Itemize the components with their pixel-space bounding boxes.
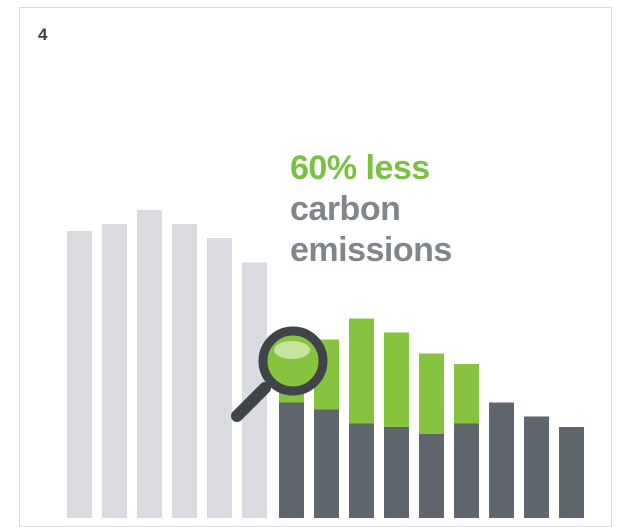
infographic-card: 4 60% less carbon emissions [19,7,612,527]
headline-highlight: 60% less [290,149,430,187]
before-bar [67,231,92,518]
after-bar-dark [559,427,584,518]
before-bar [102,224,127,518]
after-bar-dark [279,402,304,518]
headline: 60% less carbon emissions [290,148,452,271]
after-bar-dark [489,402,514,518]
after-bar-dark [314,409,339,518]
after-bar-green [454,364,479,424]
after-bar-dark [419,434,444,518]
after-bar-green [349,318,374,424]
before-bar [207,238,232,518]
after-bar-dark [524,416,549,518]
after-bar-dark [349,423,374,518]
page-number: 4 [38,25,48,44]
after-bar-dark [384,427,409,518]
headline-line-2: carbon [290,190,401,228]
before-bars-group [67,210,267,518]
headline-line-3: emissions [290,231,452,269]
emissions-bar-graphic [67,210,584,518]
after-bar-dark [454,423,479,518]
after-bar-green [384,332,409,427]
before-bar [172,224,197,518]
before-bar [137,210,162,518]
magnifying-glass-icon [231,326,328,422]
after-bar-green [419,353,444,434]
